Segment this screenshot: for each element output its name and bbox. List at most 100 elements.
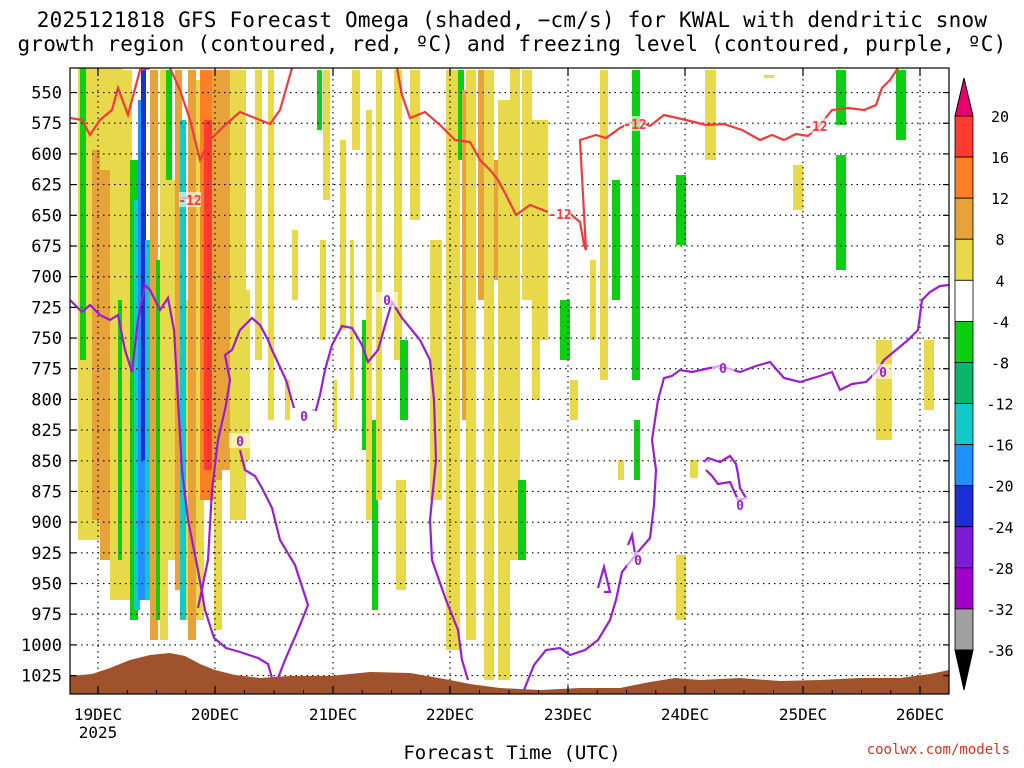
omega-cell [175, 70, 182, 590]
freezing-level-contour [238, 449, 310, 679]
omega-cell [484, 70, 494, 680]
omega-cell [836, 70, 846, 125]
colorbar-label: 16 [991, 149, 1009, 167]
omega-shading [78, 68, 934, 680]
terrain [70, 653, 949, 694]
omega-cell [352, 70, 360, 150]
omega-cell [400, 340, 408, 420]
omega-cell [612, 180, 620, 300]
x-tick-label: 19DEC [74, 705, 122, 724]
contour-label-bg [179, 192, 201, 207]
contour-label-bg [624, 116, 646, 131]
omega-cell [122, 70, 132, 600]
dgz-contour [70, 68, 151, 138]
colorbar-swatch [954, 362, 974, 404]
colorbar-swatch [954, 444, 974, 487]
colorbar-swatch [954, 403, 974, 446]
colorbar-label: -8 [991, 354, 1009, 372]
x-tick-label: 23DEC [544, 705, 592, 724]
x-axis-title: Forecast Time (UTC) [403, 742, 621, 764]
colorbar-swatch [954, 320, 974, 363]
y-tick-label: 700 [31, 268, 62, 288]
contour-label: -12 [548, 208, 571, 223]
omega-cell [394, 70, 402, 360]
colorbar-label: -36 [986, 642, 1013, 660]
colorbar-label: -32 [986, 601, 1013, 619]
y-tick-label: 900 [31, 513, 62, 533]
omega-cell [145, 240, 152, 600]
omega-cell [80, 68, 86, 360]
omega-cell [362, 320, 368, 450]
omega-cell [618, 460, 624, 480]
omega-cell [836, 155, 846, 270]
omega-cell [188, 70, 196, 640]
colorbar-label: -24 [986, 519, 1013, 537]
contour-label-bg [376, 292, 398, 307]
y-tick-label: 725 [31, 298, 62, 318]
omega-cell [690, 460, 698, 478]
omega-cell [396, 480, 406, 590]
omega-cell [141, 68, 146, 460]
colorbar: 20 16 12 8 4 -4 -8 -12 -16 -20 -24 -28 -32 -36 [954, 77, 1014, 691]
omega-cell [430, 240, 442, 500]
x-tick-label: 25DEC [779, 705, 827, 724]
y-tick-label: 975 [31, 605, 62, 625]
colorbar-bottom-arrow [954, 649, 974, 691]
contour-label-bg [229, 433, 251, 448]
contour-label: 0 [236, 435, 244, 450]
grid-lines [70, 68, 949, 694]
colorbar-label: 4 [995, 272, 1004, 290]
colorbar-label: -4 [991, 313, 1009, 331]
dgz-contour [567, 68, 899, 251]
omega-cell [100, 170, 110, 560]
y-tick-label: 575 [31, 114, 62, 134]
y-tick-label: 775 [31, 360, 62, 380]
x-tick-label: 24DEC [661, 705, 709, 724]
omega-cell [134, 200, 140, 610]
contour-label: 0 [879, 366, 887, 381]
omega-cell [268, 70, 274, 420]
contour-label: -12 [804, 120, 827, 135]
freezing-level-contour [703, 454, 748, 502]
y-tick-label: 600 [31, 145, 62, 165]
omega-cell [560, 300, 570, 360]
contour-label: 0 [383, 294, 391, 309]
omega-cell [350, 240, 354, 400]
contour-label-bg [805, 118, 827, 133]
omega-cell [634, 420, 640, 480]
y-tick-label: 625 [31, 176, 62, 196]
colorbar-swatch [954, 608, 974, 651]
colorbar-swatch [954, 526, 974, 569]
omega-cell [518, 480, 526, 560]
omega-cell [705, 70, 716, 160]
contour-label: 0 [634, 554, 642, 569]
omega-cell [590, 260, 596, 340]
omega-cell [180, 120, 186, 620]
freezing-level-contour [626, 530, 638, 561]
colorbar-label: 20 [991, 108, 1009, 126]
contour-label-bg [627, 552, 649, 567]
omega-cell [333, 380, 337, 430]
omega-cell [676, 175, 686, 245]
omega-cell [376, 70, 382, 500]
dgz-contour [395, 68, 549, 217]
colorbar-label: -16 [986, 437, 1013, 455]
contours: -12 -12 -12 -12 0 0 0 0 0 0 0 [70, 68, 949, 691]
freezing-level-contour [196, 316, 296, 609]
omega-cell [166, 70, 172, 180]
chart-title-line2: growth region (contoured, red, ºC) and f… [17, 32, 1007, 56]
omega-cell [676, 555, 686, 620]
x-year-label: 2025 [79, 723, 118, 742]
y-tick-label: 1000 [21, 636, 62, 656]
omega-cell [212, 70, 222, 500]
omega-cell [924, 340, 934, 410]
omega-cell [240, 290, 250, 460]
omega-cell [204, 120, 214, 470]
y-tick-label: 825 [31, 421, 62, 441]
freezing-level-contour [522, 283, 949, 691]
omega-cell [632, 70, 640, 380]
colorbar-swatch [954, 197, 974, 240]
omega-cell [285, 380, 290, 420]
x-axis: 19DEC 20DEC 21DEC 22DEC 23DEC 24DEC 25DEC 26DEC… [74, 68, 944, 742]
contour-label: -12 [623, 118, 646, 133]
